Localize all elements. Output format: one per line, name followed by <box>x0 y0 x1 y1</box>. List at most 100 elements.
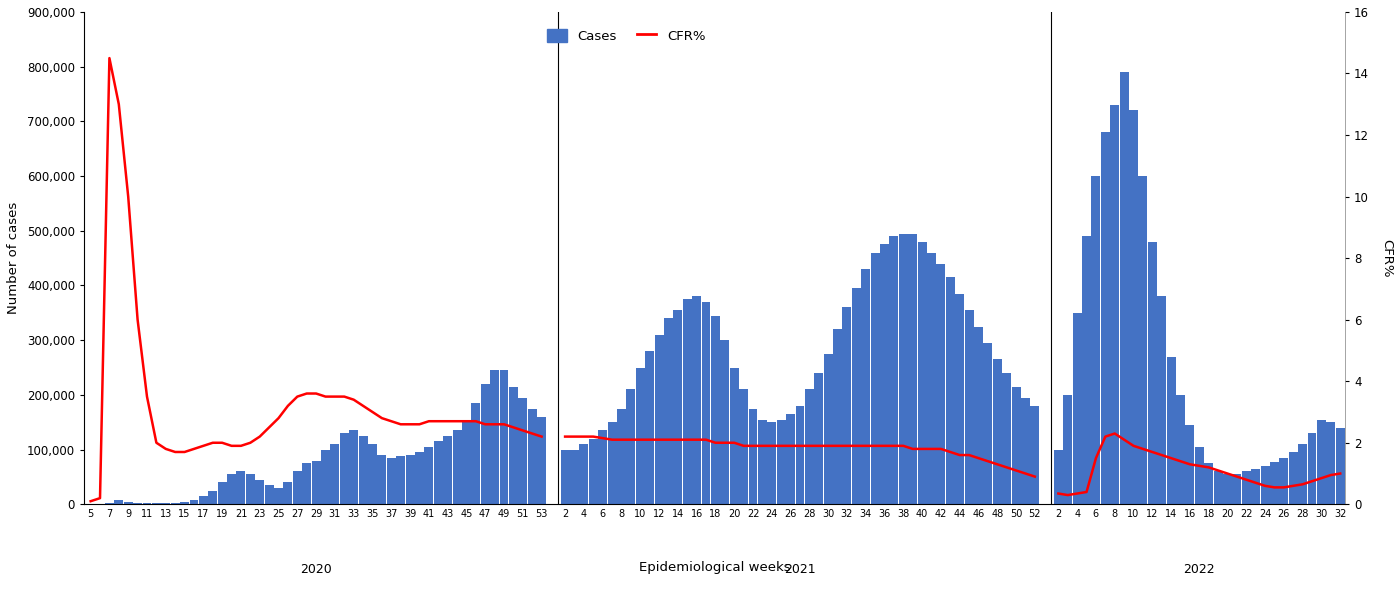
Bar <box>1317 419 1326 504</box>
Bar <box>795 406 805 504</box>
Bar <box>589 438 598 504</box>
Bar <box>701 302 710 504</box>
Bar <box>538 417 546 504</box>
Bar <box>683 299 692 504</box>
Bar <box>133 502 141 504</box>
Bar <box>1072 313 1082 504</box>
Bar <box>490 370 498 504</box>
Bar <box>1336 427 1344 504</box>
Bar <box>626 389 636 504</box>
Bar <box>946 277 955 504</box>
Bar <box>1232 474 1242 504</box>
Bar <box>406 455 414 504</box>
Bar <box>1120 72 1128 504</box>
Bar <box>1082 236 1091 504</box>
Bar <box>1280 458 1288 504</box>
Bar <box>1092 176 1100 504</box>
Bar <box>645 351 654 504</box>
Text: 2021: 2021 <box>784 563 816 576</box>
Bar <box>664 319 673 504</box>
Bar <box>560 450 570 504</box>
X-axis label: Epidemiological weeks: Epidemiological weeks <box>638 561 790 574</box>
Bar <box>472 403 480 504</box>
Bar <box>358 436 368 504</box>
Bar <box>909 234 917 504</box>
Bar <box>265 485 273 504</box>
Bar <box>757 419 767 504</box>
Bar <box>673 310 682 504</box>
Bar <box>805 389 813 504</box>
Bar <box>518 398 528 504</box>
Bar <box>815 373 823 504</box>
Bar <box>1260 466 1270 504</box>
Bar <box>199 496 207 504</box>
Bar <box>143 503 151 504</box>
Bar <box>881 244 889 504</box>
Bar <box>927 253 937 504</box>
Bar <box>570 450 580 504</box>
Bar <box>462 419 470 504</box>
Bar <box>500 370 508 504</box>
Y-axis label: Number of cases: Number of cases <box>7 202 20 314</box>
Bar <box>749 408 757 504</box>
Bar <box>1166 357 1176 504</box>
Bar <box>1214 472 1222 504</box>
Bar <box>1002 373 1011 504</box>
Bar <box>115 500 123 504</box>
Bar <box>293 472 302 504</box>
Bar <box>843 308 851 504</box>
Bar <box>209 491 217 504</box>
Bar <box>424 447 434 504</box>
Bar <box>1186 425 1194 504</box>
Bar <box>302 463 311 504</box>
Bar <box>340 433 349 504</box>
Bar <box>1012 387 1021 504</box>
Bar <box>1194 447 1204 504</box>
Bar <box>330 444 339 504</box>
Bar <box>777 419 785 504</box>
Bar <box>452 430 462 504</box>
Legend: Cases, CFR%: Cases, CFR% <box>542 23 711 48</box>
Bar <box>161 503 171 504</box>
Bar <box>283 482 293 504</box>
Bar <box>917 242 927 504</box>
Bar <box>1224 474 1232 504</box>
Bar <box>123 502 133 504</box>
Bar <box>787 414 795 504</box>
Bar <box>851 288 861 504</box>
Bar <box>739 389 748 504</box>
Bar <box>1204 463 1214 504</box>
Bar <box>1054 450 1063 504</box>
Bar <box>1298 444 1308 504</box>
Bar <box>974 327 983 504</box>
Bar <box>1242 472 1250 504</box>
Bar <box>237 472 245 504</box>
Bar <box>1063 395 1072 504</box>
Bar <box>965 310 973 504</box>
Bar <box>510 387 518 504</box>
Bar <box>655 335 664 504</box>
Bar <box>1252 469 1260 504</box>
Text: 2022: 2022 <box>1183 563 1215 576</box>
Bar <box>692 296 701 504</box>
Bar <box>312 461 321 504</box>
Bar <box>993 359 1002 504</box>
Bar <box>861 269 871 504</box>
Bar <box>171 502 179 504</box>
Bar <box>721 340 729 504</box>
Bar <box>823 354 833 504</box>
Bar <box>349 430 358 504</box>
Bar <box>1030 406 1039 504</box>
Bar <box>1270 462 1280 504</box>
Bar <box>396 456 405 504</box>
Bar <box>889 236 899 504</box>
Bar <box>274 488 283 504</box>
Bar <box>1100 132 1110 504</box>
Bar <box>580 444 588 504</box>
Bar <box>444 436 452 504</box>
Bar <box>1138 176 1148 504</box>
Bar <box>480 384 490 504</box>
Bar <box>1176 395 1184 504</box>
Bar <box>414 452 424 504</box>
Bar <box>608 423 616 504</box>
